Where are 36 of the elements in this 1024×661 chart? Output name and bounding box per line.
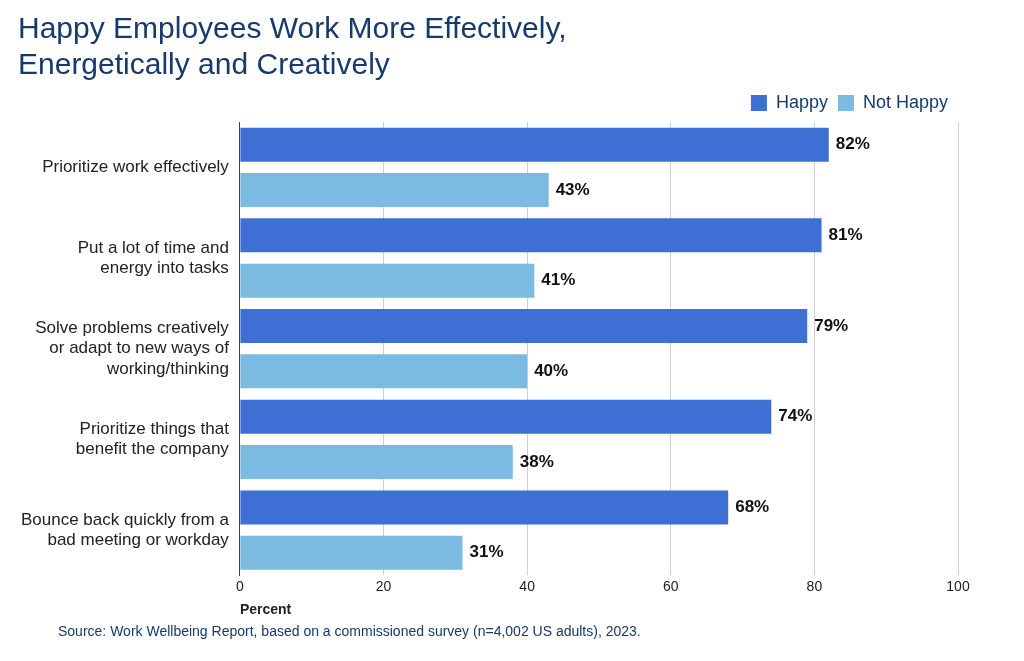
data-label: 38% [519, 451, 554, 471]
x-tick-label: 100 [946, 577, 970, 594]
bar [240, 399, 772, 434]
source-note: Source: Work Wellbeing Report, based on a commissioned survey (n=4,002 US adults), 2023. [57, 623, 642, 639]
y-tick-label: Put a lot of time and energy into tasks [77, 237, 229, 277]
data-label: 41% [541, 270, 576, 290]
data-label: 82% [835, 134, 870, 154]
y-tick-label: Solve problems creatively or adapt to new ways of working/thinking [35, 317, 230, 378]
data-label: 40% [534, 361, 569, 381]
x-tick-label: 80 [806, 577, 823, 594]
chart-title: Happy Employees Work More Effectively, Energetically and Creatively [18, 11, 567, 81]
data-label: 81% [828, 225, 863, 245]
data-label: 68% [735, 497, 770, 517]
bar [240, 490, 729, 525]
x-tick-label: 20 [375, 577, 392, 594]
bar [240, 354, 528, 389]
x-axis-title: Percent [239, 601, 292, 618]
x-tick-label: 40 [519, 577, 536, 594]
bar [240, 445, 513, 480]
y-tick-label: Prioritize work effectively [42, 157, 230, 177]
bar [240, 127, 829, 162]
bar [240, 535, 463, 570]
bar [240, 218, 822, 253]
bar [240, 173, 549, 208]
data-label: 43% [555, 179, 590, 199]
data-label: 74% [778, 406, 813, 426]
legend-label: Not Happy [862, 91, 948, 112]
legend-label: Happy [775, 91, 828, 112]
y-tick-label: Prioritize things that benefit the company [75, 418, 230, 459]
bar [240, 263, 535, 298]
x-tick-label: 60 [662, 577, 679, 594]
data-label: 31% [469, 542, 504, 562]
x-tick-label: 0 [235, 577, 244, 594]
bar [240, 309, 808, 344]
y-tick-label: Bounce back quickly from a bad meeting or workday [20, 509, 230, 549]
data-label: 79% [814, 315, 849, 335]
